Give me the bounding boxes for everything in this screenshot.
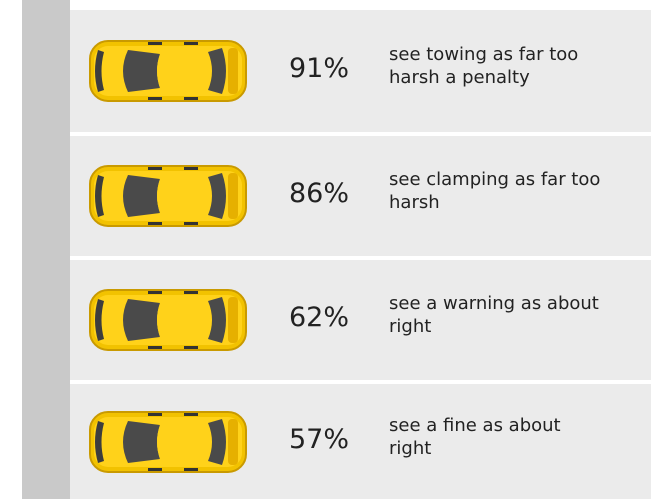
percent: 91% xyxy=(289,53,350,84)
description-line: see clamping as far too xyxy=(389,169,601,190)
description-line: right xyxy=(389,316,432,337)
row: 62% see a warning as about right xyxy=(70,260,651,380)
description-line: see a fine as about xyxy=(389,414,561,436)
percent: 57% xyxy=(289,423,350,455)
description: see clamping as far too harsh xyxy=(389,168,600,214)
description-line: see a warning as about xyxy=(389,293,599,314)
car-icon xyxy=(88,287,248,353)
car-icon xyxy=(88,38,248,104)
description-line: harsh a penalty xyxy=(389,67,530,88)
description-line: right xyxy=(389,437,432,459)
description: see a fine as about right xyxy=(389,414,561,460)
percent: 86% xyxy=(289,178,350,209)
row: 91% see towing as far too harsh a penalty xyxy=(70,10,651,132)
description: see a warning as about right xyxy=(389,292,599,338)
row: 86% see clamping as far too harsh xyxy=(70,136,651,256)
description: see towing as far too harsh a penalty xyxy=(389,43,578,89)
percent: 62% xyxy=(289,302,350,333)
car-icon xyxy=(88,409,248,475)
description-line: harsh xyxy=(389,192,440,213)
car-icon xyxy=(88,163,248,229)
description-line: see towing as far too xyxy=(389,44,579,65)
side-bar xyxy=(22,0,70,499)
row: 57% see a fine as about right xyxy=(70,384,651,499)
